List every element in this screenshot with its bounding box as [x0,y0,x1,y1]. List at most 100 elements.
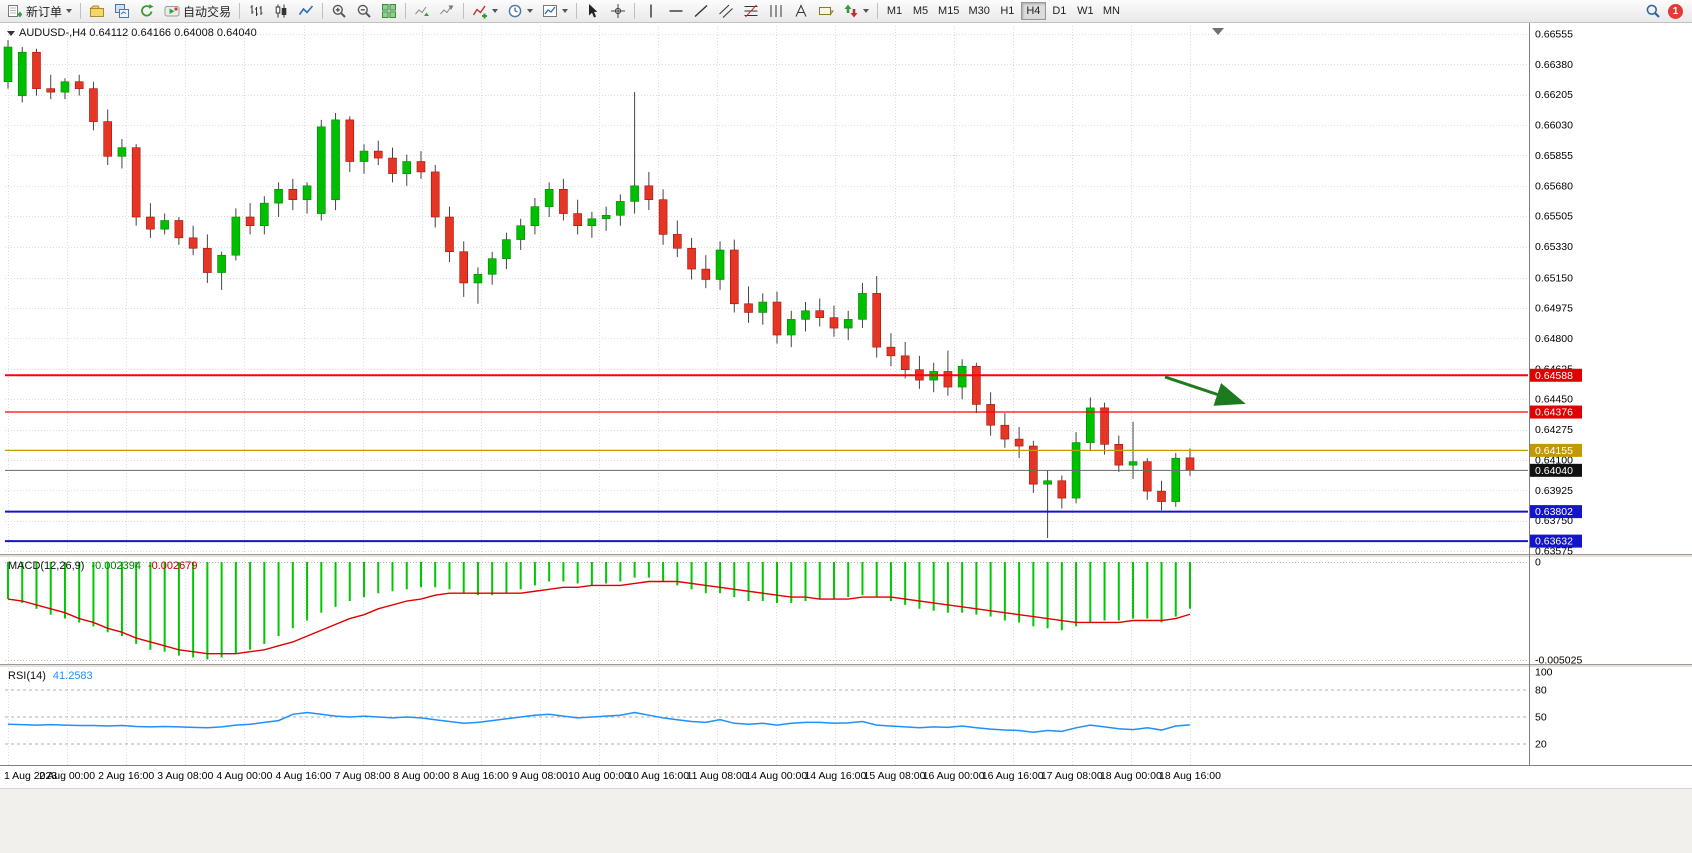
svg-text:0.64450: 0.64450 [1535,394,1573,406]
new-order-label: 新订单 [26,4,63,19]
svg-text:0.63750: 0.63750 [1535,515,1573,527]
autotrading-button[interactable]: 自动交易 [160,1,235,21]
crosshair-icon [611,4,626,18]
line-chart-icon [298,5,314,15]
zoom-in-icon [332,4,346,18]
svg-text:0.65505: 0.65505 [1535,211,1573,223]
svg-text:0: 0 [1535,557,1541,569]
trendline-icon [694,4,708,18]
svg-text:4 Aug 00:00: 4 Aug 00:00 [216,770,272,782]
chart-windows-icon [115,4,130,18]
timeframe-button-d1[interactable]: D1 [1047,2,1072,20]
indicators-icon [472,5,488,19]
cycle-lines-icon [770,5,782,17]
indicators-dropdown-button[interactable] [468,1,502,21]
trendline-tool-button[interactable] [689,1,713,21]
crosshair-tool-button[interactable] [606,1,630,21]
svg-text:17 Aug 08:00: 17 Aug 08:00 [1041,770,1103,782]
svg-text:10 Aug 16:00: 10 Aug 16:00 [627,770,689,782]
zoom-out-button[interactable] [352,1,376,21]
autotrading-label: 自动交易 [183,4,232,19]
timeframe-button-m5[interactable]: M5 [908,2,933,20]
label-tool-button[interactable] [814,1,838,21]
svg-text:20: 20 [1535,739,1547,751]
autoscroll-button[interactable] [410,1,434,21]
vertical-line-tool-button[interactable] [639,1,663,21]
toolbar: 新订单 自动交易 [0,0,1692,23]
channel-tool-button[interactable] [714,1,738,21]
tile-windows-button[interactable] [377,1,401,21]
svg-text:0.63632: 0.63632 [1535,536,1573,548]
svg-text:0.63925: 0.63925 [1535,485,1573,497]
tile-windows-icon [382,4,397,18]
svg-text:4 Aug 16:00: 4 Aug 16:00 [275,770,331,782]
fibonacci-icon [744,4,758,18]
svg-text:0.66030: 0.66030 [1535,120,1573,132]
svg-text:2 Aug 16:00: 2 Aug 16:00 [98,770,154,782]
toolbar-separator [634,3,636,19]
svg-text:0.65680: 0.65680 [1535,180,1573,192]
svg-text:1 Aug 2023: 1 Aug 2023 [4,770,57,782]
zoom-in-button[interactable] [327,1,351,21]
svg-text:80: 80 [1535,685,1547,697]
svg-text:14 Aug 00:00: 14 Aug 00:00 [745,770,807,782]
arrows-tool-button[interactable] [839,1,873,21]
text-icon [795,4,807,17]
cycle-lines-tool-button[interactable] [764,1,788,21]
chevron-down-icon [66,9,73,13]
svg-text:0.66555: 0.66555 [1535,29,1573,41]
bar-chart-mode-button[interactable] [244,1,268,21]
svg-text:50: 50 [1535,712,1547,724]
svg-text:18 Aug 16:00: 18 Aug 16:00 [1159,770,1221,782]
svg-text:10 Aug 00:00: 10 Aug 00:00 [568,770,630,782]
channel-icon [719,4,733,18]
chart-expander-icon[interactable] [7,31,15,36]
window-bottom-area [0,788,1692,853]
notification-badge[interactable]: 1 [1668,3,1683,19]
timeframe-button-h4[interactable]: H4 [1020,2,1046,20]
chevron-down-icon [527,9,534,13]
candlestick-mode-button[interactable] [269,1,293,21]
svg-text:0.64275: 0.64275 [1535,424,1573,436]
templates-dropdown-button[interactable] [538,1,572,21]
svg-text:0.66380: 0.66380 [1535,59,1573,71]
svg-text:0.64100: 0.64100 [1535,454,1573,466]
svg-text:0.64040: 0.64040 [1535,465,1573,477]
chevron-down-icon [492,9,499,13]
periods-dropdown-button[interactable] [503,1,537,21]
toolbar-separator [877,3,879,19]
chart-canvas[interactable]: 0.66555 0.66380 0.66205 0.66030 0.65855 0.656… [0,23,1692,788]
chevron-down-icon [863,9,870,13]
horizontal-line-tool-button[interactable] [664,1,688,21]
chart-shift-button[interactable] [435,1,459,21]
profiles-folder-icon [89,5,105,17]
refresh-button[interactable] [135,1,159,21]
text-tool-button[interactable] [789,1,813,21]
toolbar-separator [322,3,324,19]
arrows-icon [844,4,858,18]
svg-text:0.65330: 0.65330 [1535,241,1573,253]
timeframe-button-m30[interactable]: M30 [964,2,993,20]
chart-shift-icon [440,5,454,15]
fibonacci-tool-button[interactable] [739,1,763,21]
zoom-out-icon [357,4,371,18]
timeframe-button-m1[interactable]: M1 [882,2,907,20]
label-icon [819,7,835,17]
cursor-tool-button[interactable] [581,1,605,21]
horizontal-line-icon [669,10,683,12]
svg-text:14 Aug 16:00: 14 Aug 16:00 [804,770,866,782]
new-order-button[interactable]: 新订单 [3,1,76,21]
svg-text:7 Aug 08:00: 7 Aug 08:00 [335,770,391,782]
search-button[interactable] [1641,1,1665,21]
line-chart-mode-button[interactable] [294,1,318,21]
chart-window: 0.66555 0.66380 0.66205 0.66030 0.65855 0.656… [0,23,1692,853]
timeframe-button-m15[interactable]: M15 [934,2,963,20]
timeframe-button-mn[interactable]: MN [1099,2,1124,20]
svg-text:15 Aug 08:00: 15 Aug 08:00 [864,770,926,782]
candlestick-icon [275,4,287,18]
timeframe-button-h1[interactable]: H1 [995,2,1020,20]
svg-text:0.63802: 0.63802 [1535,506,1573,518]
profiles-button[interactable] [85,1,109,21]
charts-button[interactable] [110,1,134,21]
timeframe-button-w1[interactable]: W1 [1073,2,1098,20]
